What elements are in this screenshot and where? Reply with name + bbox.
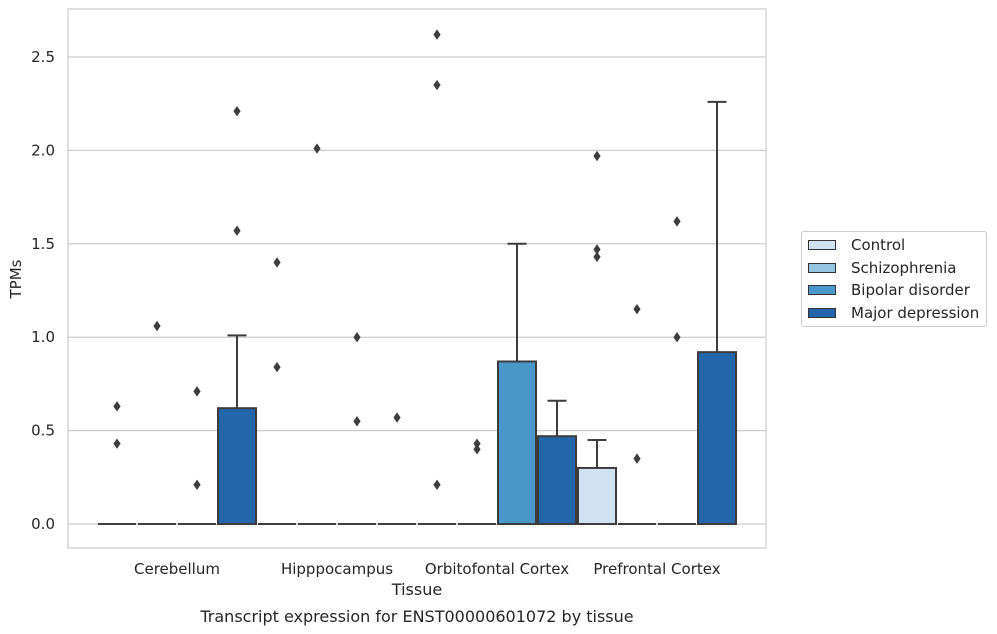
- legend-label: Schizophrenia: [851, 258, 957, 277]
- outlier-point: [113, 438, 121, 449]
- outlier-point: [593, 150, 601, 162]
- outlier-point: [433, 29, 441, 40]
- outlier-point: [193, 479, 201, 490]
- outlier-point: [633, 453, 641, 464]
- y-tick-label: 1.0: [31, 328, 55, 346]
- outlier-point: [353, 416, 361, 427]
- box-major-depression: [537, 399, 577, 526]
- y-tick-label: 2.5: [31, 48, 55, 66]
- legend-swatch: [808, 307, 836, 318]
- legend-swatch: [808, 240, 836, 250]
- y-tick-label: 1.5: [31, 235, 55, 253]
- box-schizophrenia: [618, 303, 656, 525]
- outlier-point: [233, 105, 241, 117]
- outlier-point: [473, 438, 481, 449]
- outlier-point: [673, 216, 681, 227]
- box-bipolar-disorder: [658, 216, 696, 525]
- box-bipolar-disorder: [497, 242, 537, 526]
- y-tick-label: 0.0: [31, 515, 55, 533]
- box-schizophrenia: [298, 143, 336, 525]
- box-control: [418, 29, 456, 525]
- outlier-point: [633, 303, 641, 315]
- legend-swatch: [808, 262, 836, 273]
- legend-item: Bipolar disorder: [808, 280, 970, 300]
- box-control: [577, 150, 617, 525]
- box-bipolar-disorder: [178, 386, 216, 525]
- box-major-depression: [697, 100, 737, 526]
- box: [577, 466, 617, 525]
- x-tick-label: Orbitofontal Cortex: [425, 560, 569, 578]
- outlier-point: [153, 320, 161, 332]
- x-tick-label: Hipppocampus: [281, 560, 393, 578]
- outlier-point: [273, 361, 281, 373]
- outlier-point: [393, 412, 401, 423]
- box: [217, 407, 257, 525]
- box-control: [258, 257, 296, 525]
- outlier-point: [593, 244, 601, 255]
- x-tick-labels: Cerebellum Hipppocampus Orbitofontal Corte…: [134, 560, 721, 578]
- x-axis-label: Tissue: [391, 580, 442, 599]
- chart-title: Transcript expression for ENST0000060107…: [199, 607, 633, 626]
- box-major-depression: [378, 412, 416, 525]
- box: [497, 360, 537, 526]
- box-bipolar-disorder: [338, 332, 376, 525]
- box-major-depression: [217, 105, 257, 525]
- outlier-point: [233, 225, 241, 236]
- y-tick-label: 0.5: [31, 422, 55, 440]
- outlier-point: [313, 143, 321, 154]
- plot-frame: [67, 8, 767, 549]
- y-axis-label: TPMs: [7, 259, 25, 299]
- gridlines: [68, 56, 766, 525]
- outlier-point: [353, 332, 361, 343]
- legend-item: Schizophrenia: [808, 258, 956, 278]
- boxes: [98, 29, 737, 526]
- outlier-point: [273, 257, 281, 268]
- box-schizophrenia: [138, 320, 176, 525]
- outlier-point: [673, 332, 681, 343]
- box: [697, 351, 737, 526]
- legend-item: Major depression: [808, 303, 979, 323]
- outlier-point: [113, 401, 121, 412]
- outlier-point: [593, 251, 601, 263]
- outlier-point: [433, 79, 441, 91]
- box: [537, 435, 577, 526]
- x-tick-label: Prefrontal Cortex: [593, 560, 720, 578]
- box-schizophrenia: [458, 438, 496, 525]
- legend-label: Bipolar disorder: [851, 281, 970, 299]
- legend-label: Major depression: [851, 303, 980, 322]
- x-tick-label: Cerebellum: [134, 560, 220, 578]
- outlier-point: [433, 479, 441, 490]
- legend: Control Schizophrenia Bipolar disorder Majo…: [801, 231, 987, 327]
- y-tick-label: 2.0: [31, 141, 55, 159]
- outlier-point: [193, 386, 201, 397]
- outlier-point: [473, 444, 481, 455]
- legend-item: Control: [808, 235, 905, 255]
- legend-swatch: [808, 285, 836, 295]
- legend-label: Control: [851, 236, 906, 254]
- box-control: [98, 401, 136, 525]
- y-tick-labels: 0.0 0.5 1.0 1.5 2.0 2.5: [31, 48, 55, 533]
